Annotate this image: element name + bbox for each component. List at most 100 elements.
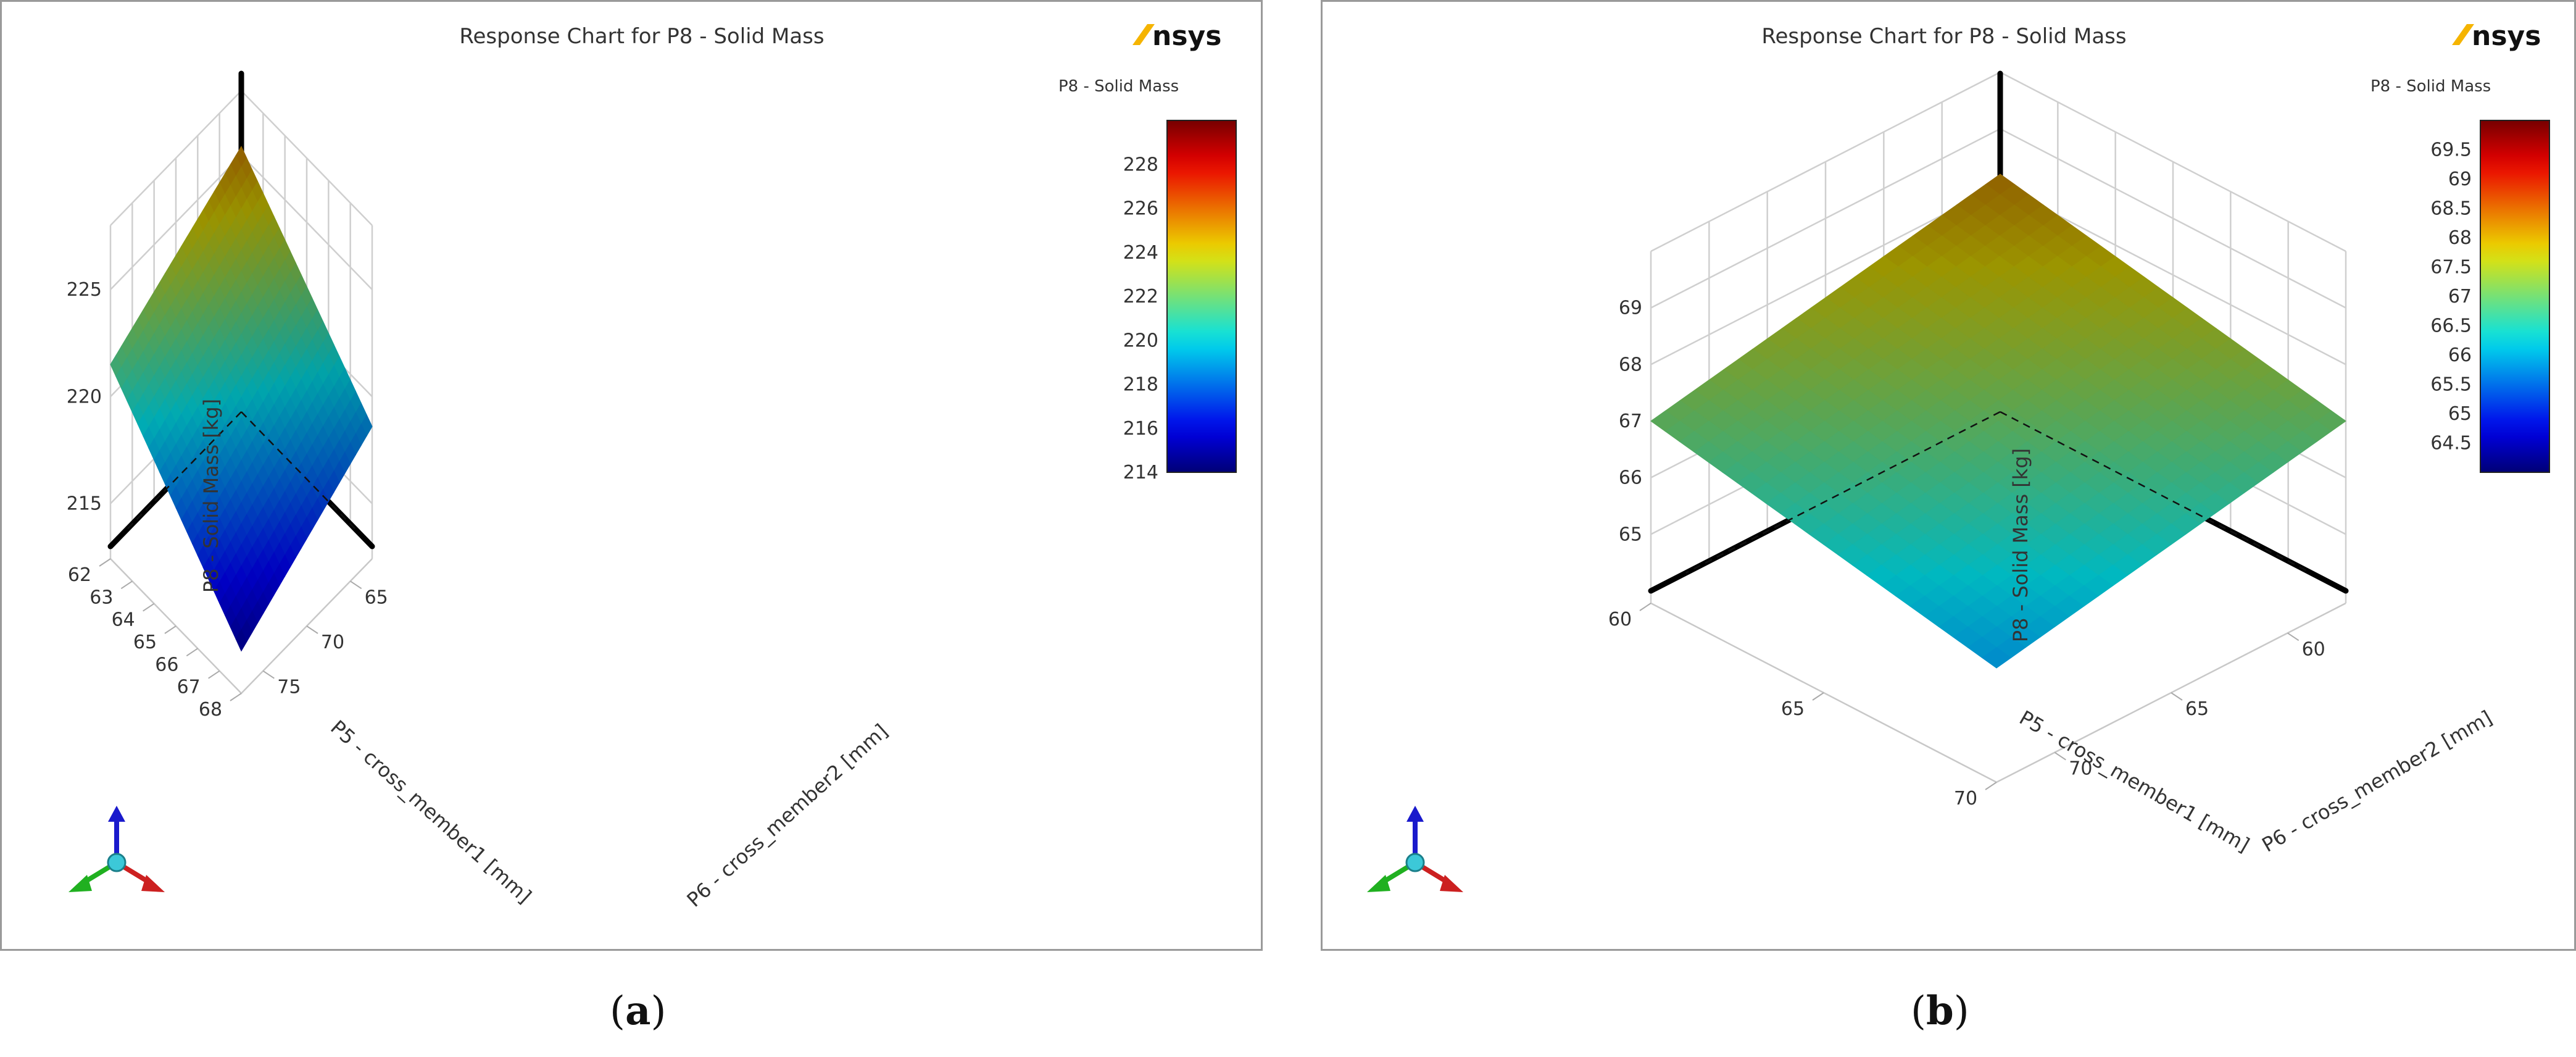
z-axis-title: P8 - Solid Mass [kg] xyxy=(2009,448,2032,642)
legend-title: P8 - Solid Mass xyxy=(1058,77,1179,96)
surface-cell xyxy=(1981,647,2012,669)
axis-triad-icon xyxy=(69,806,165,892)
triad-x-head xyxy=(141,875,165,892)
z-tick-label: 69 xyxy=(1619,298,1642,319)
legend-tick-label: 65.5 xyxy=(2430,374,2472,396)
x-tick xyxy=(1639,603,1652,611)
legend-tick-label: 68 xyxy=(2448,227,2472,249)
legend-tick-label: 220 xyxy=(1123,330,1158,351)
y-tick xyxy=(350,580,362,590)
z-tick-label: 220 xyxy=(67,386,102,407)
legend-colorbar xyxy=(2480,120,2550,473)
triad-z-head xyxy=(108,806,125,822)
x-tick-label: 70 xyxy=(1954,788,1977,809)
legend-title: P8 - Solid Mass xyxy=(2370,77,2491,96)
x-tick-label: 65 xyxy=(133,632,157,653)
legend-tick-label: 69 xyxy=(2448,169,2472,190)
triad-x-head xyxy=(1440,875,1463,892)
y-axis-title: P6 - cross_member2 [mm] xyxy=(2258,706,2496,857)
triad-y-head xyxy=(69,875,92,892)
legend-tick-label: 222 xyxy=(1123,286,1158,307)
chart-panel-a: 215 220 225 62 63 64 65 66 67 68 65 70 75 P8 - Solid … xyxy=(0,0,1263,951)
ansys-logo-full: Ansys xyxy=(1131,20,1221,52)
legend-tick-label: 64.5 xyxy=(2430,433,2472,454)
ansys-logo-text: nsys xyxy=(1152,20,1221,52)
y-tick-label: 60 xyxy=(2302,638,2325,660)
chart-title: Response Chart for P8 - Solid Mass xyxy=(1761,24,2126,49)
z-tick-labels: 65 66 67 68 69 xyxy=(1619,298,1642,546)
legend-labels: 228 226 224 222 220 218 216 214 xyxy=(1123,154,1158,483)
ansys-logo-full: Ansys xyxy=(2451,20,2541,52)
surface-cell xyxy=(235,629,247,652)
y-tick-label: 65 xyxy=(2185,698,2209,720)
x-tick-label: 65 xyxy=(1781,698,1805,720)
x-tick-label: 63 xyxy=(89,587,113,608)
y-tick-label: 70 xyxy=(321,632,344,653)
ansys-logo-mark xyxy=(2452,24,2474,45)
chart-panel-b: 65 66 67 68 69 60 65 70 60 65 70 P8 - Solid Mass [k… xyxy=(1321,0,2576,951)
response-surface xyxy=(1650,173,2346,669)
y-tick xyxy=(2054,751,2066,761)
legend-tick-label: 67.5 xyxy=(2430,257,2472,278)
dashed-line xyxy=(123,411,242,534)
triad-y-head xyxy=(1367,875,1390,892)
legend-tick-label: 65 xyxy=(2448,403,2472,425)
x-tick-label: 68 xyxy=(199,699,222,721)
legend-tick-label: 66 xyxy=(2448,345,2472,366)
z-tick-labels: 215 220 225 xyxy=(67,279,102,515)
axis-triad-icon xyxy=(1367,806,1463,892)
triad-origin xyxy=(1405,853,1425,872)
x-tick-label: 60 xyxy=(1608,609,1632,630)
x-axis-title: P5 - cross_member1 [mm] xyxy=(2016,706,2254,857)
x-tick-labels: 60 65 70 xyxy=(1608,603,1997,809)
triad-origin xyxy=(107,853,127,872)
legend-labels: 69.5 69 68.5 68 67.5 67 66.5 66 65.5 65 64.5 xyxy=(2430,140,2472,454)
caption-b: (b) xyxy=(1911,988,1969,1034)
x-tick xyxy=(99,558,111,567)
z-tick-label: 66 xyxy=(1619,467,1642,489)
y-tick xyxy=(2287,632,2300,641)
ansys-logo-text: nsys xyxy=(2472,20,2541,52)
x-tick xyxy=(208,670,220,679)
response-surface xyxy=(110,146,373,652)
y-tick-labels: 65 70 75 xyxy=(262,580,388,698)
y-tick-label: 75 xyxy=(277,677,301,698)
y-tick xyxy=(262,670,275,679)
z-tick-label: 65 xyxy=(1619,524,1642,545)
x-tick xyxy=(1812,692,1824,701)
caption-a: (a) xyxy=(610,988,667,1034)
dashed-line xyxy=(2000,411,2312,574)
y-tick xyxy=(306,625,318,634)
legend-tick-label: 228 xyxy=(1123,154,1158,175)
z-tick-label: 67 xyxy=(1619,411,1642,432)
y-tick-labels: 60 65 70 xyxy=(2054,632,2325,780)
y-tick-label: 65 xyxy=(365,587,388,608)
x-tick-label: 62 xyxy=(68,564,91,586)
x-tick-label: 66 xyxy=(155,654,178,675)
legend-tick-label: 218 xyxy=(1123,374,1158,396)
y-tick xyxy=(2171,692,2183,701)
x-tick xyxy=(1985,782,1997,790)
legend-tick-label: 216 xyxy=(1123,418,1158,440)
dashed-line xyxy=(241,411,360,534)
legend-tick-label: 67 xyxy=(2448,286,2472,307)
z-tick-label: 68 xyxy=(1619,354,1642,375)
legend-colorbar xyxy=(1166,120,1237,473)
x-tick-label: 64 xyxy=(112,609,135,631)
x-tick xyxy=(143,603,155,612)
legend-tick-label: 214 xyxy=(1123,462,1158,483)
chart-b-svg: 65 66 67 68 69 60 65 70 60 65 70 P8 - Solid Mass [k… xyxy=(1367,20,2550,892)
y-tick-label: 70 xyxy=(2069,758,2092,780)
legend-tick-label: 226 xyxy=(1123,198,1158,220)
legend-tick-label: 69.5 xyxy=(2430,140,2472,161)
x-tick xyxy=(120,580,133,590)
x-tick-label: 67 xyxy=(177,677,201,698)
y-axis-title: P6 - cross_member2 [mm] xyxy=(683,719,892,912)
x-tick xyxy=(164,625,177,634)
x-tick xyxy=(230,693,242,701)
ansys-logo-mark xyxy=(1132,24,1155,45)
